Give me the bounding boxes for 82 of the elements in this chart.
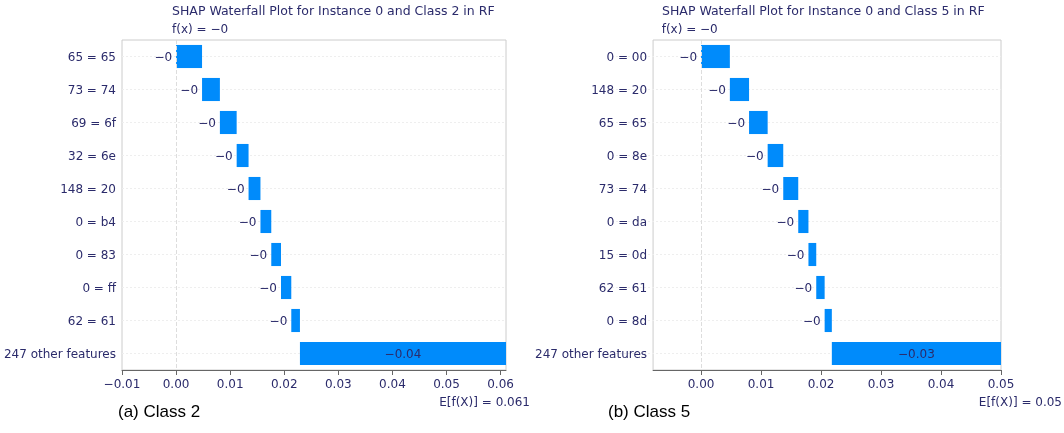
- bar: [701, 44, 730, 69]
- y-tick-label: 15 = 0d: [598, 247, 648, 262]
- text: E[f(X)] = 0.061: [439, 395, 530, 409]
- y-tick-label: 65 = 65: [67, 49, 116, 64]
- data-label: −0: [259, 280, 278, 295]
- y-tick-label: 65 = 65: [598, 115, 648, 130]
- bar: [281, 275, 292, 300]
- chart-title: SHAP Waterfall Plot for Instance 0 and Class 5 in RF: [662, 3, 985, 18]
- x-tick-label: 0.00: [162, 377, 190, 391]
- y-tick-label: 148 = 20: [60, 181, 116, 196]
- y-tick-label: 247 other features: [535, 346, 648, 361]
- data-label: −0: [708, 82, 726, 97]
- data-label: −0: [727, 115, 746, 130]
- text: (a) Class 2: [118, 402, 201, 421]
- data-label: −0: [794, 280, 813, 295]
- bar: [219, 110, 237, 135]
- x-tick-label: 0.06: [487, 377, 514, 391]
- bar: [831, 341, 1001, 366]
- data-label: −0: [226, 181, 245, 196]
- data-label: −0: [214, 148, 233, 163]
- y-tick-label: 73 = 74: [598, 181, 648, 196]
- chart-title: SHAP Waterfall Plot for Instance 0 and Class 2 in RF: [172, 3, 495, 18]
- bar: [291, 308, 300, 333]
- y-tick-label: 0 = 83: [75, 247, 116, 262]
- bar: [176, 44, 203, 69]
- y-tick-label: 32 = 6e: [68, 148, 116, 163]
- y-tick-label: 73 = 74: [67, 82, 116, 97]
- bar: [816, 275, 825, 300]
- x-tick-label: 0.04: [927, 377, 955, 391]
- x-tick-label: 0.03: [324, 377, 352, 391]
- y-tick-label: 0 = 00: [606, 49, 648, 64]
- data-label: −0.03: [898, 346, 935, 361]
- data-label: −0: [745, 148, 764, 163]
- x-tick-label: 0.02: [270, 377, 298, 391]
- bar: [808, 242, 817, 267]
- bar: [824, 308, 832, 333]
- y-tick-label: 0 = 8d: [606, 313, 648, 328]
- bar: [749, 110, 768, 135]
- x-tick-label: 0.02: [807, 377, 835, 391]
- y-tick-label: 0 = b4: [75, 214, 116, 229]
- bar: [783, 176, 799, 201]
- bar: [729, 77, 750, 102]
- bar: [248, 176, 261, 201]
- x-tick-label: 0.05: [987, 377, 1015, 391]
- bar: [767, 143, 784, 168]
- data-label: −0: [198, 115, 216, 130]
- data-label: −0: [761, 181, 780, 196]
- y-tick-label: 0 = ff: [82, 280, 117, 295]
- data-label: −0: [238, 214, 257, 229]
- bar: [299, 341, 506, 366]
- y-tick-label: 69 = 6f: [71, 115, 117, 130]
- data-label: −0: [180, 82, 199, 97]
- x-tick-label: 0.00: [687, 377, 715, 391]
- text: f(x) = −0: [172, 22, 229, 36]
- bar: [260, 209, 272, 234]
- x-tick-label: 0.04: [379, 377, 406, 391]
- x-tick-label: 0.01: [216, 377, 244, 391]
- data-label: −0: [154, 49, 173, 64]
- text: (b) Class 5: [608, 402, 691, 421]
- x-tick-label: 0.05: [433, 377, 460, 391]
- y-tick-label: 0 = 8e: [606, 148, 648, 163]
- data-label: −0: [269, 313, 288, 328]
- x-tick-label: 0.01: [747, 377, 775, 391]
- bar: [798, 209, 809, 234]
- y-tick-label: 247 other features: [3, 346, 116, 361]
- bar: [202, 77, 220, 102]
- data-label: −0: [679, 49, 698, 64]
- data-label: −0.04: [384, 346, 422, 361]
- data-label: −0: [786, 247, 805, 262]
- data-label: −0: [802, 313, 821, 328]
- y-tick-label: 62 = 61: [67, 313, 116, 328]
- x-tick-label: 0.03: [867, 377, 895, 391]
- data-label: −0: [776, 214, 795, 229]
- x-tick-label: −0.01: [103, 377, 141, 391]
- y-tick-label: 62 = 61: [598, 280, 648, 295]
- text: f(x) = −0: [661, 22, 718, 36]
- y-tick-label: 148 = 20: [591, 82, 648, 97]
- bar: [271, 242, 282, 267]
- data-label: −0: [249, 247, 268, 262]
- text: E[f(X)] = 0.05: [978, 395, 1062, 409]
- bar: [236, 143, 249, 168]
- y-tick-label: 0 = da: [606, 214, 648, 229]
